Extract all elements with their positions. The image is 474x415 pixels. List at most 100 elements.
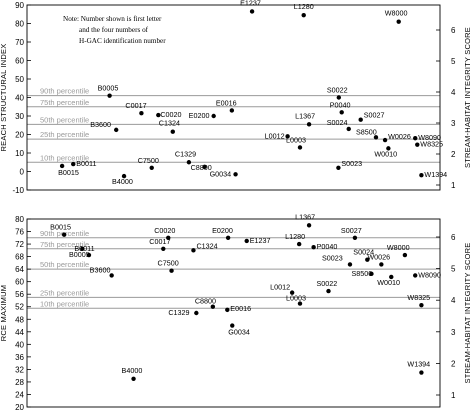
point-label: S8500 (351, 269, 372, 278)
note-background (59, 12, 183, 46)
data-point (225, 235, 231, 240)
data-point (233, 172, 238, 177)
point-label: L0012 (265, 131, 285, 140)
data-point (170, 129, 175, 134)
point-label: W8090 (418, 270, 441, 279)
data-point (373, 135, 379, 140)
data-point (339, 110, 344, 115)
y-axis-title: RCE MAXIMUM (0, 285, 8, 341)
y2-tick-label: 6 (451, 26, 456, 35)
data-point (365, 257, 370, 262)
point-label: W8090 (418, 133, 441, 142)
y2-axis-title: STREAM-HABITAT INTEGRITY SCORE (463, 27, 472, 168)
point-label: C0020 (160, 110, 181, 119)
point-label: P0040 (330, 100, 351, 109)
data-point (210, 304, 216, 309)
data-point (415, 142, 420, 147)
y-tick-label: 60 (15, 57, 24, 66)
y-tick-label: 64 (15, 265, 24, 274)
data-point (191, 248, 196, 253)
y-tick-label: 40 (15, 94, 24, 103)
data-point (121, 173, 127, 179)
point-label: B4000 (112, 177, 133, 186)
percentile-label: 50th percentile (40, 115, 89, 124)
data-point (413, 273, 418, 278)
data-point (297, 145, 303, 150)
y-tick-label: 20 (15, 403, 24, 412)
y-tick-label: 52 (15, 303, 24, 312)
data-point (59, 163, 65, 169)
data-point (225, 307, 230, 313)
data-point (326, 288, 331, 294)
y2-tick-label: 1 (451, 391, 456, 400)
y-tick-label: -10 (12, 186, 24, 195)
data-point (109, 273, 114, 278)
point-label: L0003 (286, 294, 306, 303)
point-label: B0015 (50, 223, 71, 232)
y-tick-label: 72 (15, 240, 24, 249)
point-label: C7500 (158, 259, 179, 268)
y-tick-label: 56 (15, 290, 24, 299)
data-point (131, 376, 136, 381)
data-point (389, 274, 394, 280)
point-label: S0027 (341, 226, 362, 235)
y-tick-label: 50 (15, 75, 24, 84)
y-tick-label: 80 (15, 215, 24, 224)
percentile-label: 90th percentile (40, 87, 89, 96)
data-point (306, 122, 312, 127)
data-point (306, 223, 312, 228)
percentile-label: 25th percentile (40, 130, 89, 139)
data-point (301, 12, 306, 18)
y-tick-label: 48 (15, 315, 24, 324)
point-label: S0023 (341, 159, 362, 168)
data-point (230, 323, 235, 328)
point-label: W8000 (385, 9, 408, 18)
data-point (347, 262, 353, 267)
point-label: S0024 (353, 248, 374, 257)
data-point (419, 173, 424, 178)
data-point (161, 246, 166, 251)
point-label: S0024 (327, 118, 348, 127)
y-tick-label: 76 (15, 228, 24, 237)
point-label: B0015 (58, 168, 79, 177)
point-label: C0017 (149, 237, 170, 246)
point-label: S0027 (364, 111, 385, 120)
point-label: W0010 (374, 149, 397, 158)
y2-tick-label: 3 (451, 328, 456, 337)
y-tick-label: 30 (15, 112, 24, 121)
y-tick-label: 40 (15, 340, 24, 349)
data-point (336, 95, 342, 100)
data-point (249, 9, 255, 14)
data-point (336, 165, 341, 170)
point-label: C0020 (154, 226, 175, 235)
data-point (114, 127, 119, 133)
data-point (382, 137, 388, 143)
data-point (346, 126, 351, 132)
point-label: B0005 (98, 84, 119, 93)
data-point (169, 268, 174, 273)
y2-tick-label: 4 (451, 296, 456, 305)
point-label: C7500 (138, 156, 159, 165)
percentile-label: 25th percentile (40, 288, 89, 297)
point-label: C1324 (159, 119, 180, 128)
data-point (402, 252, 408, 258)
point-label: B3600 (90, 120, 111, 129)
point-label: S0022 (327, 86, 348, 95)
y2-tick-label: 5 (451, 265, 456, 274)
y2-tick-label: 4 (451, 88, 456, 97)
point-label: S0023 (322, 253, 343, 262)
data-point (289, 290, 295, 295)
y-tick-label: 0 (20, 168, 25, 177)
point-label: G0034 (210, 169, 232, 178)
data-point (311, 245, 316, 250)
data-point (419, 302, 424, 308)
data-point (194, 310, 199, 316)
note-line: Note: Number shown is first letter (63, 15, 162, 23)
y-tick-label: 68 (15, 253, 24, 262)
data-point (285, 134, 290, 139)
plot-frame (26, 218, 441, 408)
point-label: W8000 (387, 243, 410, 252)
percentile-label: 10th percentile (40, 153, 89, 162)
